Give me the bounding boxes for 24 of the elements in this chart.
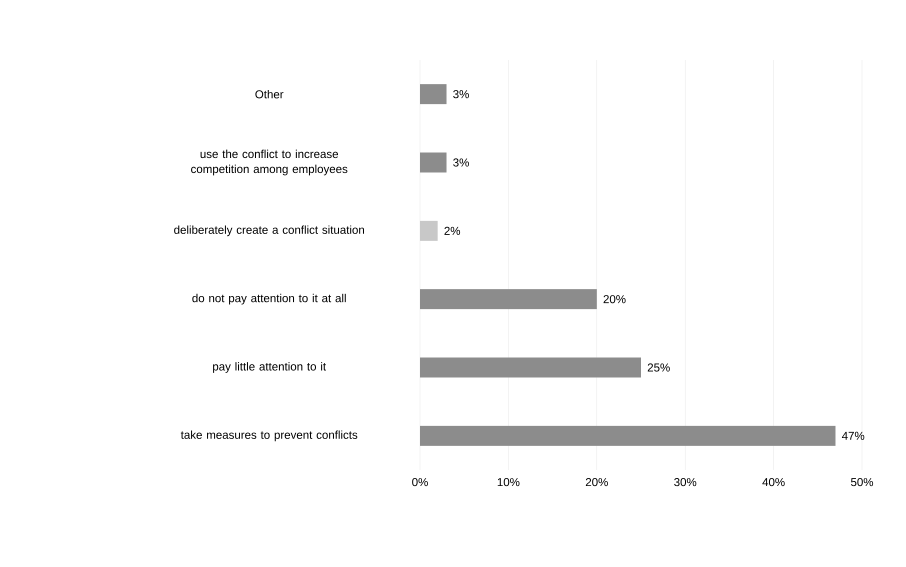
- x-tick-label: 40%: [762, 478, 785, 486]
- y-tick-label: pay little attention to it: [213, 362, 326, 373]
- x-tick-label: 50%: [850, 478, 874, 486]
- x-tick-label: 10%: [498, 478, 520, 486]
- bar: [420, 358, 642, 378]
- data-label: 3%: [453, 158, 469, 167]
- data-label: 3%: [453, 90, 469, 98]
- y-tick-label: do not pay attention to it at all: [192, 294, 346, 305]
- x-tick-label: 0%: [412, 478, 428, 486]
- bar: [420, 152, 447, 172]
- bar: [420, 220, 438, 241]
- data-label: 20%: [604, 295, 626, 304]
- x-tick-label: 20%: [586, 478, 608, 486]
- data-label: 2%: [444, 226, 460, 235]
- y-tick-label: use the conflict to increase competition among employees: [191, 150, 348, 176]
- y-tick-label: take measures to prevent conflicts: [180, 430, 358, 442]
- bar: [420, 84, 447, 104]
- x-tick-label: 30%: [674, 478, 696, 486]
- data-label: 47%: [842, 432, 864, 440]
- bar: [420, 289, 597, 310]
- bar: [420, 426, 836, 446]
- y-tick-label: Other: [255, 90, 284, 98]
- data-label: 25%: [648, 363, 670, 372]
- y-tick-label: deliberately create a conflict situation: [174, 225, 364, 236]
